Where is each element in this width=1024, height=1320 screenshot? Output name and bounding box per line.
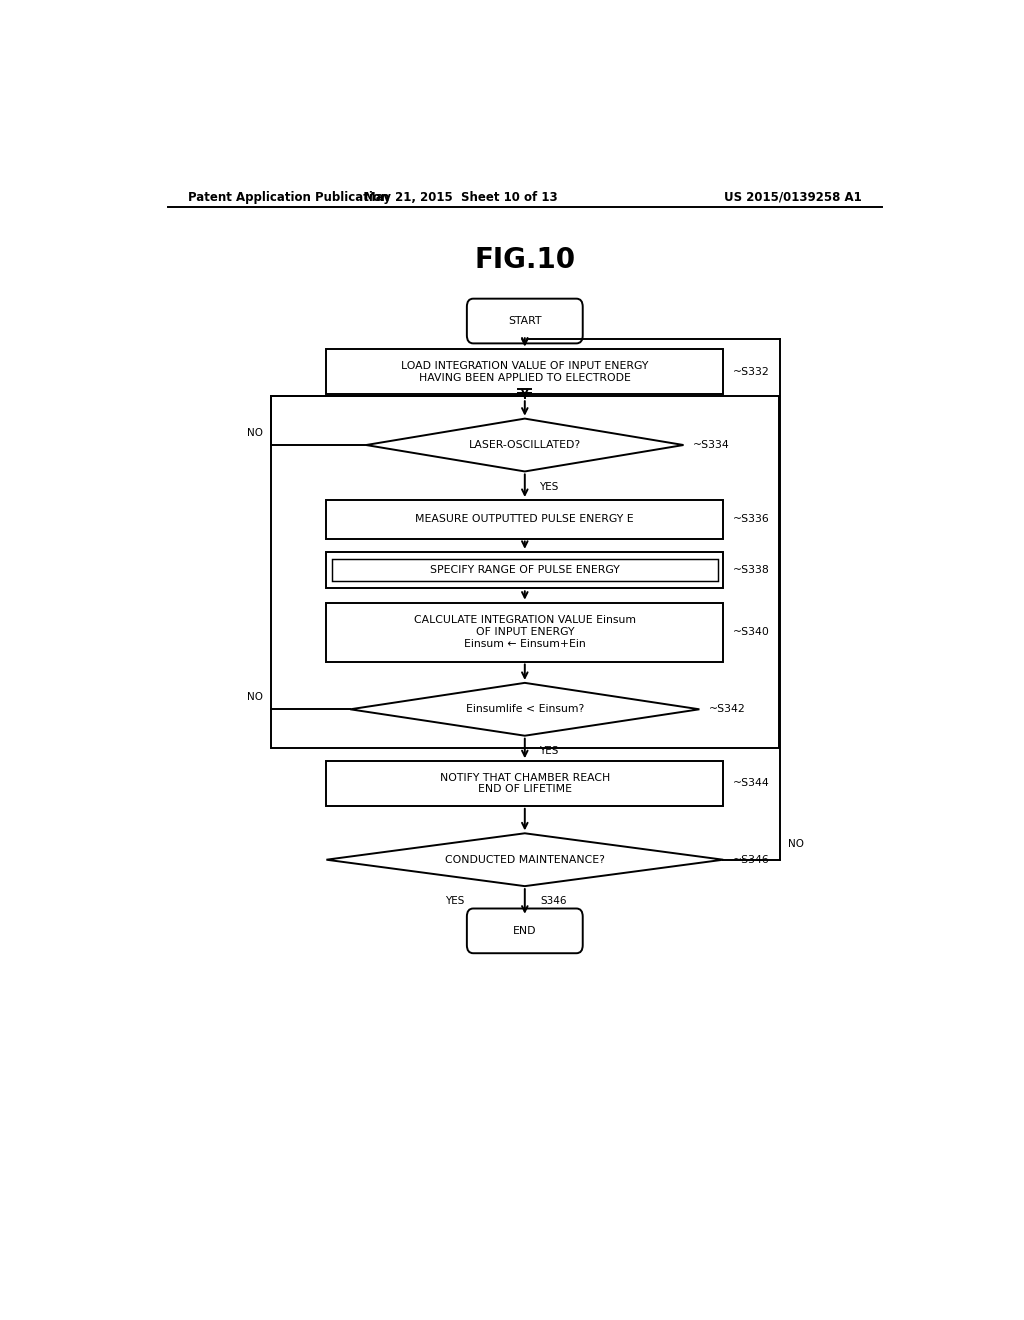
Text: YES: YES [539, 482, 558, 491]
Text: ~S336: ~S336 [733, 515, 769, 524]
Polygon shape [350, 682, 699, 735]
Bar [327, 350, 723, 395]
Text: LASER-OSCILLATED?: LASER-OSCILLATED? [469, 440, 581, 450]
Text: YES: YES [445, 896, 465, 907]
Text: ~S346: ~S346 [733, 855, 769, 865]
Bar [270, 396, 778, 748]
FancyBboxPatch shape [467, 908, 583, 953]
Text: Patent Application Publication: Patent Application Publication [187, 190, 389, 203]
Text: CALCULATE INTEGRATION VALUE Einsum
OF INPUT ENERGY
Einsum ← Einsum+Ein: CALCULATE INTEGRATION VALUE Einsum OF IN… [414, 615, 636, 648]
Bar [327, 552, 723, 589]
Text: ~S344: ~S344 [733, 779, 769, 788]
Text: NO: NO [788, 840, 804, 850]
Text: YES: YES [539, 746, 558, 756]
Text: S346: S346 [541, 896, 567, 907]
Bar [327, 500, 723, 539]
Text: ~S338: ~S338 [733, 565, 769, 576]
Bar [332, 558, 718, 581]
Text: ~S332: ~S332 [733, 367, 769, 376]
Text: ~S340: ~S340 [733, 627, 770, 638]
Polygon shape [327, 833, 723, 886]
FancyBboxPatch shape [467, 298, 583, 343]
Bar [327, 762, 723, 805]
Bar [327, 602, 723, 661]
Text: ~S334: ~S334 [693, 440, 730, 450]
Text: May 21, 2015  Sheet 10 of 13: May 21, 2015 Sheet 10 of 13 [365, 190, 558, 203]
Text: MEASURE OUTPUTTED PULSE ENERGY E: MEASURE OUTPUTTED PULSE ENERGY E [416, 515, 634, 524]
Polygon shape [367, 418, 684, 471]
Text: NO: NO [247, 428, 263, 438]
Text: CONDUCTED MAINTENANCE?: CONDUCTED MAINTENANCE? [444, 855, 605, 865]
Text: END: END [513, 925, 537, 936]
Text: START: START [508, 315, 542, 326]
Text: LOAD INTEGRATION VALUE OF INPUT ENERGY
HAVING BEEN APPLIED TO ELECTRODE: LOAD INTEGRATION VALUE OF INPUT ENERGY H… [401, 362, 648, 383]
Text: Einsumlife < Einsum?: Einsumlife < Einsum? [466, 705, 584, 714]
Text: NOTIFY THAT CHAMBER REACH
END OF LIFETIME: NOTIFY THAT CHAMBER REACH END OF LIFETIM… [439, 772, 610, 795]
Text: US 2015/0139258 A1: US 2015/0139258 A1 [724, 190, 862, 203]
Text: NO: NO [247, 692, 263, 702]
Text: SPECIFY RANGE OF PULSE ENERGY: SPECIFY RANGE OF PULSE ENERGY [430, 565, 620, 576]
Text: ~S342: ~S342 [709, 705, 745, 714]
Text: FIG.10: FIG.10 [474, 246, 575, 275]
